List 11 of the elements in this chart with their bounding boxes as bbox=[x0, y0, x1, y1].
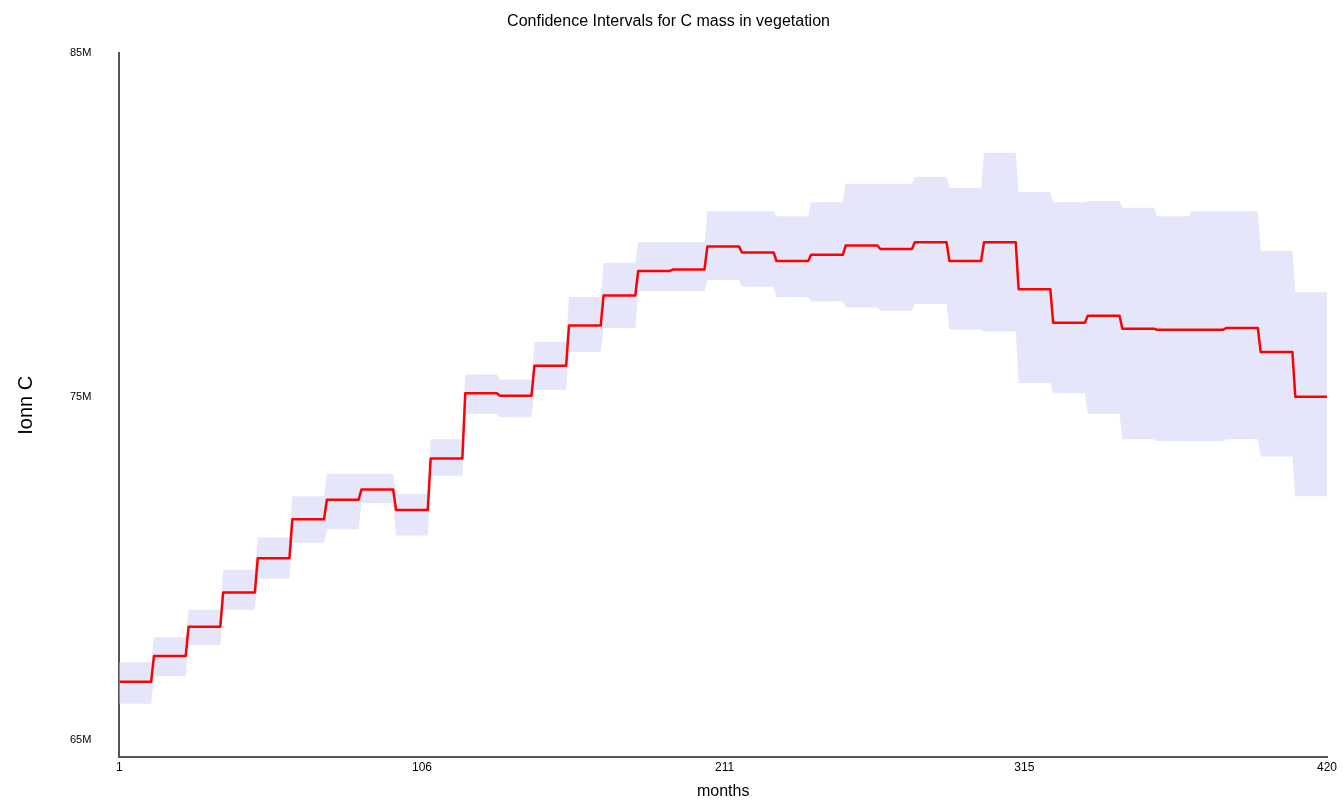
x-axis-title: months bbox=[696, 781, 750, 799]
y-tick-label: 75M bbox=[69, 389, 92, 402]
x-tick-label: 211 bbox=[715, 759, 735, 774]
y-tick-label: 65M bbox=[69, 733, 92, 746]
x-tick-label: 1 bbox=[116, 759, 124, 774]
y-axis-title: Ionn C bbox=[13, 375, 36, 435]
y-tick-label: 85M bbox=[69, 46, 92, 59]
x-tick-label: 106 bbox=[412, 759, 433, 774]
chart-title: Confidence Intervals for C mass in vegetation bbox=[507, 12, 830, 30]
x-tick-label: 315 bbox=[1014, 759, 1035, 774]
x-tick-label: 420 bbox=[1316, 759, 1338, 774]
